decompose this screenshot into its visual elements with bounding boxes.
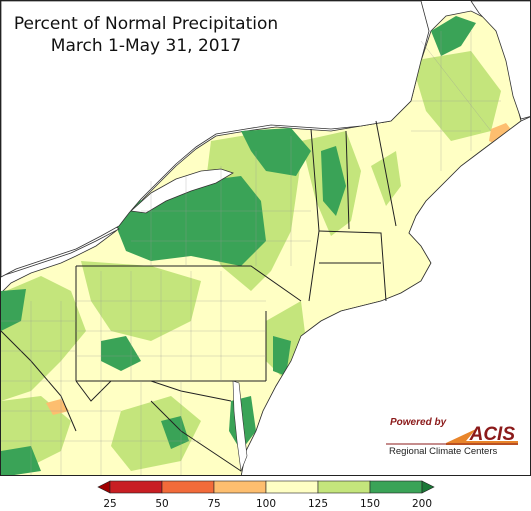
legend-bin: [265, 480, 319, 494]
legend-bin: [317, 480, 371, 494]
very-wet-area: [241, 128, 311, 176]
precipitation-map: [1, 1, 530, 475]
acis-logo: Powered by ACIS Regional Climate Centers: [386, 417, 521, 461]
legend: 25 50 75 100 125 150 200: [90, 476, 440, 511]
legend-tick-label: 25: [103, 498, 117, 510]
very-wet-area: [161, 416, 189, 449]
wet-area: [411, 51, 501, 141]
legend-tick-label: 100: [255, 498, 277, 510]
legend-bin: [369, 480, 423, 494]
legend-bin: [161, 480, 215, 494]
acis-wordmark: ACIS: [469, 424, 515, 445]
legend-tick-label: 200: [411, 498, 433, 510]
very-wet-area: [431, 16, 476, 56]
legend-over-arrow: [421, 480, 435, 494]
chesapeake-bay: [232, 380, 248, 473]
legend-under-arrow: [97, 480, 111, 494]
very-wet-area: [273, 336, 291, 376]
legend-colorbar: [97, 480, 435, 494]
legend-tick-label: 125: [307, 498, 329, 510]
legend-tick-label: 50: [155, 498, 169, 510]
legend-bin: [213, 480, 267, 494]
atlantic-ocean: [240, 116, 530, 475]
legend-tick-label: 150: [359, 498, 381, 510]
legend-tick-label: 75: [207, 498, 221, 510]
map-panel: Percent of Normal Precipitation March 1-…: [0, 0, 531, 476]
very-wet-area: [321, 146, 346, 216]
powered-by-label: Powered by: [390, 417, 447, 428]
canada-region: [470, 1, 530, 120]
wet-area: [111, 396, 201, 471]
canada-region: [1, 1, 430, 278]
regional-climate-centers-label: Regional Climate Centers: [389, 446, 498, 457]
map-subtitle: March 1-May 31, 2017: [50, 36, 242, 56]
very-wet-area: [1, 289, 26, 331]
lake-ontario: [130, 168, 234, 214]
legend-bin: [109, 480, 163, 494]
map-title: Percent of Normal Precipitation: [13, 14, 279, 34]
wet-area: [371, 151, 401, 206]
county-lines: [1, 31, 501, 475]
acis-swoosh-icon: [386, 429, 518, 445]
